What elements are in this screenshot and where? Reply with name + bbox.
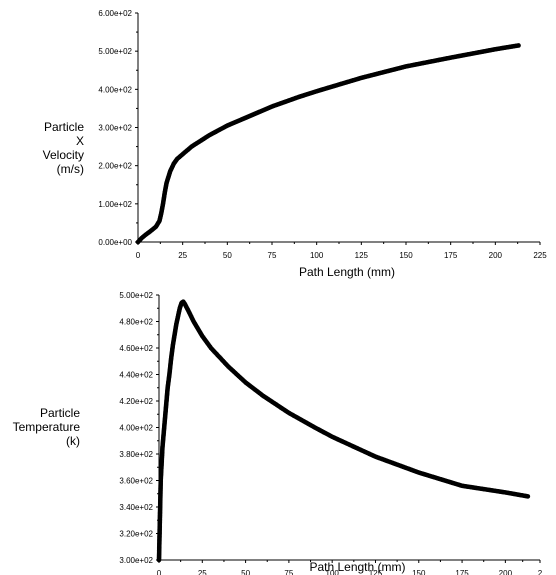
x-tick-label: 150 (412, 569, 426, 575)
y-tick-label: 4.00e+02 (98, 85, 132, 94)
y-axis-title-line: (k) (66, 434, 80, 448)
data-point (525, 494, 531, 499)
x-tick-label: 75 (284, 569, 293, 575)
y-tick-label: 4.00e+02 (119, 424, 153, 433)
x-tick-label: 125 (355, 251, 369, 260)
y-tick-label: 0.00e+00 (98, 238, 132, 247)
y-axis-title-line: Temperature (13, 420, 81, 434)
x-tick-label: 75 (268, 251, 277, 260)
y-tick-label: 4.20e+02 (119, 397, 153, 406)
y-axis-title-line: Particle (44, 120, 84, 134)
x-tick-label: 2 (538, 569, 543, 575)
x-tick-label: 25 (198, 569, 207, 575)
x-axis-title: Path Length (mm) (299, 265, 395, 279)
y-tick-label: 2.00e+02 (98, 162, 132, 171)
y-tick-label: 1.00e+02 (98, 200, 132, 209)
y-tick-label: 4.60e+02 (119, 344, 153, 353)
y-tick-label: 4.40e+02 (119, 371, 153, 380)
x-tick-label: 50 (223, 251, 232, 260)
x-tick-label: 175 (444, 251, 458, 260)
x-tick-label: 125 (369, 569, 383, 575)
x-tick-label: 100 (310, 251, 324, 260)
y-axis-title-line: Velocity (43, 148, 84, 162)
x-tick-label: 100 (326, 569, 340, 575)
y-tick-label: 6.00e+02 (98, 9, 132, 18)
y-axis-title-line: Particle (40, 406, 80, 420)
temperature-chart: 3.00e+02 3.20e+02 3.40e+02 3.60e+02 3.80e+02… (13, 291, 543, 575)
y-tick-label: 3.60e+02 (119, 477, 153, 486)
x-tick-label: 50 (241, 569, 250, 575)
y-tick-label: 3.80e+02 (119, 450, 153, 459)
x-tick-label: 225 (533, 251, 547, 260)
x-tick-label: 200 (489, 251, 503, 260)
y-axis-title-line: X (76, 134, 84, 148)
x-axis-title: Path Length (mm) (309, 560, 405, 574)
y-tick-label: 3.00e+02 (119, 556, 153, 565)
velocity-chart: 0.00e+00 1.00e+02 2.00e+02 3.00e+02 4.00e+02… (43, 9, 548, 279)
x-tick-label: 0 (157, 569, 162, 575)
data-point (516, 43, 521, 48)
x-tick-label: 200 (499, 569, 513, 575)
x-tick-label: 150 (399, 251, 413, 260)
y-tick-label: 5.00e+02 (98, 47, 132, 56)
x-tick-label: 175 (455, 569, 469, 575)
y-tick-label: 3.00e+02 (98, 124, 132, 133)
y-tick-label: 3.40e+02 (119, 503, 153, 512)
y-axis-title-line: (m/s) (57, 162, 84, 176)
x-tick-label: 0 (136, 251, 141, 260)
y-tick-label: 3.20e+02 (119, 530, 153, 539)
y-tick-label: 4.80e+02 (119, 318, 153, 327)
y-tick-label: 5.00e+02 (119, 291, 153, 300)
x-tick-label: 25 (178, 251, 187, 260)
